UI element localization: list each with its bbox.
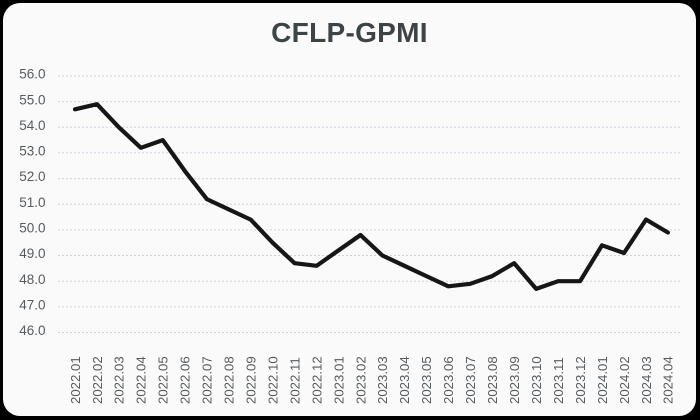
x-axis-tick-label: 2023.07 xyxy=(463,356,478,404)
x-axis-tick-label: 2022.02 xyxy=(90,356,105,404)
line-chart: 56.0 55.0 54.0 53.0 52.0 51.0 50.0 49.0 48.0 47.0… xyxy=(19,67,681,404)
y-axis-tick-label: 48.0 xyxy=(19,272,45,287)
x-axis-tick-label: 2023.05 xyxy=(419,356,434,404)
y-axis-tick-label: 52.0 xyxy=(19,169,45,184)
x-axis-tick-label: 2023.11 xyxy=(551,357,566,404)
x-axis-tick-label: 2022.03 xyxy=(112,356,127,404)
x-axis-tick-label: 2022.05 xyxy=(156,356,171,404)
x-axis-tick-label: 2023.12 xyxy=(573,356,588,404)
x-axis-tick-label: 2022.10 xyxy=(265,356,280,404)
x-axis-tick-label: 2022.06 xyxy=(178,356,193,404)
x-axis-tick-label: 2022.12 xyxy=(309,356,324,404)
y-axis-tick-label: 51.0 xyxy=(19,195,45,210)
x-axis-tick-label: 2022.08 xyxy=(222,356,237,404)
x-axis-tick-label: 2024.02 xyxy=(617,356,632,404)
x-axis-tick-label: 2022.04 xyxy=(134,356,149,404)
y-axis-tick-label: 50.0 xyxy=(19,221,45,236)
y-axis-tick-label: 47.0 xyxy=(19,298,45,313)
y-axis-tick-label: 46.0 xyxy=(19,323,45,338)
x-axis-tick-label: 2024.01 xyxy=(595,356,610,404)
x-axis-tick-label: 2022.11 xyxy=(287,357,302,404)
y-axis-tick-label: 56.0 xyxy=(19,67,45,82)
data-series-line xyxy=(72,102,671,291)
x-axis-tick-label: 2022.01 xyxy=(68,356,83,404)
y-axis-tick-label: 55.0 xyxy=(19,92,45,107)
y-axis-tick-label: 49.0 xyxy=(19,246,45,261)
x-axis-tick-label: 2023.01 xyxy=(331,356,346,404)
chart-title: CFLP-GPMI xyxy=(271,17,428,48)
y-axis-tick-label: 53.0 xyxy=(19,144,45,159)
x-axis-tick-label: 2023.06 xyxy=(441,356,456,404)
x-axis-tick-label: 2023.10 xyxy=(529,356,544,404)
chart-card: CFLP-GPMI 56.0 55.0 54.0 53.0 52.0 51.0 50.0 49… xyxy=(3,3,696,416)
x-axis-tick-label: 2023.03 xyxy=(375,356,390,404)
x-axis-tick-label: 2023.08 xyxy=(485,356,500,404)
x-axis-tick-label: 2024.03 xyxy=(639,356,654,404)
y-axis-tick-label: 54.0 xyxy=(19,118,45,133)
x-axis-tick-label: 2024.04 xyxy=(661,356,676,404)
x-axis-tick-label: 2022.09 xyxy=(244,356,259,404)
x-axis-tick-label: 2023.09 xyxy=(507,356,522,404)
x-axis-tick-label: 2023.04 xyxy=(397,356,412,404)
x-axis-tick-label: 2022.07 xyxy=(200,356,215,404)
x-axis-tick-label: 2023.02 xyxy=(353,356,368,404)
